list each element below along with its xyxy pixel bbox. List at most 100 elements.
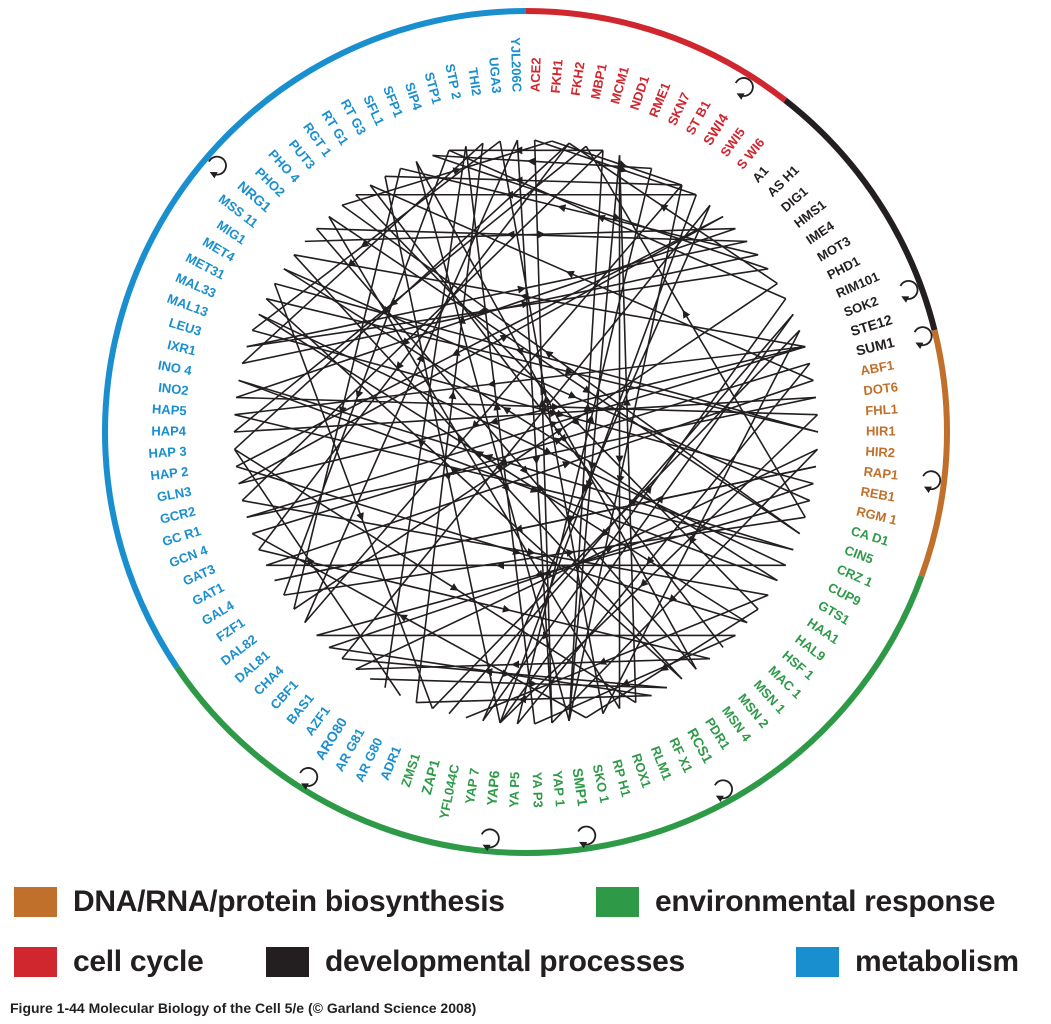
gene-label-mbp1: MBP1 [588, 62, 610, 100]
gene-label-sip4: SIP4 [402, 80, 425, 112]
edge-cad1-to-mbp1 [585, 145, 806, 518]
gene-label-ace2: ACE2 [528, 57, 544, 92]
edge-mot3-to-fkh2 [568, 142, 778, 285]
edge-yjl206c-to-yap1 [516, 140, 553, 723]
edge-fzf1-to-cad1 [283, 516, 806, 596]
regulatory-edges [233, 139, 819, 725]
gene-label-rox1: ROX1 [629, 751, 655, 789]
edge-rtg1-to-msn1 [369, 184, 724, 648]
edge-uga3-to-mal13 [251, 140, 501, 331]
edge-gcr2-to-haa1 [242, 499, 769, 596]
legend-label-biosynthesis: DNA/RNA/protein biosynthesis [73, 885, 505, 918]
gene-label-rph1: RP H1 [609, 758, 634, 799]
ring-segment-cell-cycle [525, 8, 788, 103]
gene-label-hir1: HIR1 [866, 423, 896, 438]
self-loop-sum1 [913, 326, 933, 350]
edge-fkh2-to-gat3 [258, 142, 570, 551]
legend-swatch-biosynthesis [14, 887, 57, 917]
ring-segment-metabolism [102, 8, 527, 670]
edge-cbf1-to-rfx1 [328, 646, 652, 697]
gene-label-yjl206c: YJL206C [508, 37, 525, 93]
gene-label-yap6: YAP6 [483, 770, 502, 807]
gene-label-sko1: SKO 1 [590, 763, 613, 804]
edge-met31-to-hir1 [266, 297, 819, 433]
edge-met4-to-zms1 [273, 283, 434, 709]
gene-label-hap4: HAP4 [151, 423, 186, 438]
figure-caption: Figure 1-44 Molecular Biology of the Cel… [10, 1000, 477, 1016]
edge-ndd1-to-smp1 [568, 155, 621, 721]
gene-label-yap3: YA P3 [530, 772, 546, 808]
edge-dal82-to-mot3 [293, 282, 778, 610]
gene-label-reb1: REB1 [859, 484, 896, 505]
gene-label-ino4: INO 4 [157, 357, 194, 378]
gene-label-fhl1: FHL1 [865, 401, 898, 418]
edge-mig1-to-rgm1 [283, 268, 811, 502]
edge-swi4-to-rtg3 [385, 175, 682, 186]
edge-fkh2-to-hap3 [233, 142, 570, 450]
edge-leu3-to-dig1 [246, 240, 748, 348]
legend-item-environmental: environmental response [596, 882, 995, 922]
edge-thi2-to-ixr1 [241, 142, 484, 365]
edge-swi5-to-yap6 [499, 194, 697, 724]
edge-phd1-to-stp1 [448, 149, 787, 300]
gene-label-cin5: CIN5 [842, 542, 875, 566]
gene-label-gln3: GLN3 [156, 484, 193, 505]
edge-hms1-to-sfl1 [400, 167, 759, 256]
gene-label-mcm1: MCM1 [607, 65, 632, 106]
legend-swatch-cell-cycle [14, 947, 57, 977]
edge-gln3-to-a1 [238, 215, 724, 485]
edge-hal9-to-sko1 [585, 608, 759, 719]
ring-segment-environmental [174, 574, 925, 856]
legend-swatch-developmental [266, 947, 309, 977]
edge-hir1-to-met4 [274, 282, 819, 433]
gene-label-yap5: YA P5 [506, 772, 522, 808]
gene-label-abf1: ABF1 [859, 357, 895, 378]
edge-fkh1-to-swi4 [551, 140, 683, 186]
edge-gat3-to-msn2 [258, 548, 711, 660]
edge-yap6-to-rim101 [499, 313, 794, 724]
gene-label-fkh2: FKH2 [568, 61, 588, 97]
edge-ste12-to-mss11 [293, 254, 806, 348]
gene-label-hap2: HAP 2 [150, 464, 190, 483]
gene-label-yap7: YAP 7 [462, 767, 482, 805]
edge-gal4-to-rap1 [274, 465, 817, 582]
edge-sfl1-to-dal82 [293, 168, 402, 610]
gene-label-stp1: STP1 [422, 70, 445, 105]
gene-label-sum1: SUM1 [854, 334, 896, 359]
edge-msn2-to-azf1 [355, 657, 711, 671]
legend-item-biosynthesis: DNA/RNA/protein biosynthesis [14, 882, 505, 922]
edge-sum1-to-yap5 [516, 362, 811, 725]
edge-rtg3-to-yap6 [384, 176, 501, 724]
gene-label-zap1: ZAP1 [418, 757, 443, 796]
gene-label-hir2: HIR2 [865, 444, 895, 461]
edge-azf1-to-hir2 [355, 448, 818, 670]
edge-ime4-to-leu3 [246, 268, 769, 348]
self-loop-aro80 [299, 767, 319, 790]
edge-arg80-to-hap3 [233, 448, 402, 697]
edge-sip4-to-ime4 [432, 154, 769, 270]
edge-swi6-to-yap7 [482, 204, 711, 722]
edge-ino2-to-fhl1 [236, 396, 818, 416]
legend-label-metabolism: metabolism [855, 945, 1019, 978]
gene-label-stp2: STP 2 [442, 62, 464, 100]
edge-rgm1-to-cha4 [316, 499, 811, 637]
edge-pho4-to-cin5 [328, 215, 801, 535]
edge-swi4-to-dal81 [304, 184, 683, 624]
gene-label-fkh1: FKH1 [548, 59, 566, 94]
legend-label-developmental: developmental processes [325, 945, 685, 978]
edge-abf1-to-rtg1 [369, 184, 814, 382]
category-legend: DNA/RNA/protein biosynthesis environment… [0, 870, 1051, 990]
category-ring [102, 8, 950, 856]
self-loop-yap6 [480, 828, 500, 852]
legend-row-1: DNA/RNA/protein biosynthesis environment… [0, 882, 1051, 922]
edge-hap4-to-dot6 [233, 396, 816, 433]
self-loop-rcs1 [714, 779, 733, 803]
edge-mal33-to-cup9 [258, 313, 787, 567]
edge-smp1-to-mcm1 [568, 150, 604, 721]
legend-swatch-metabolism [796, 947, 839, 977]
gene-label-smp1: SMP1 [570, 767, 591, 807]
gene-label-rgm1: RGM 1 [855, 504, 899, 528]
gene-label-rap1: RAP1 [863, 464, 899, 483]
